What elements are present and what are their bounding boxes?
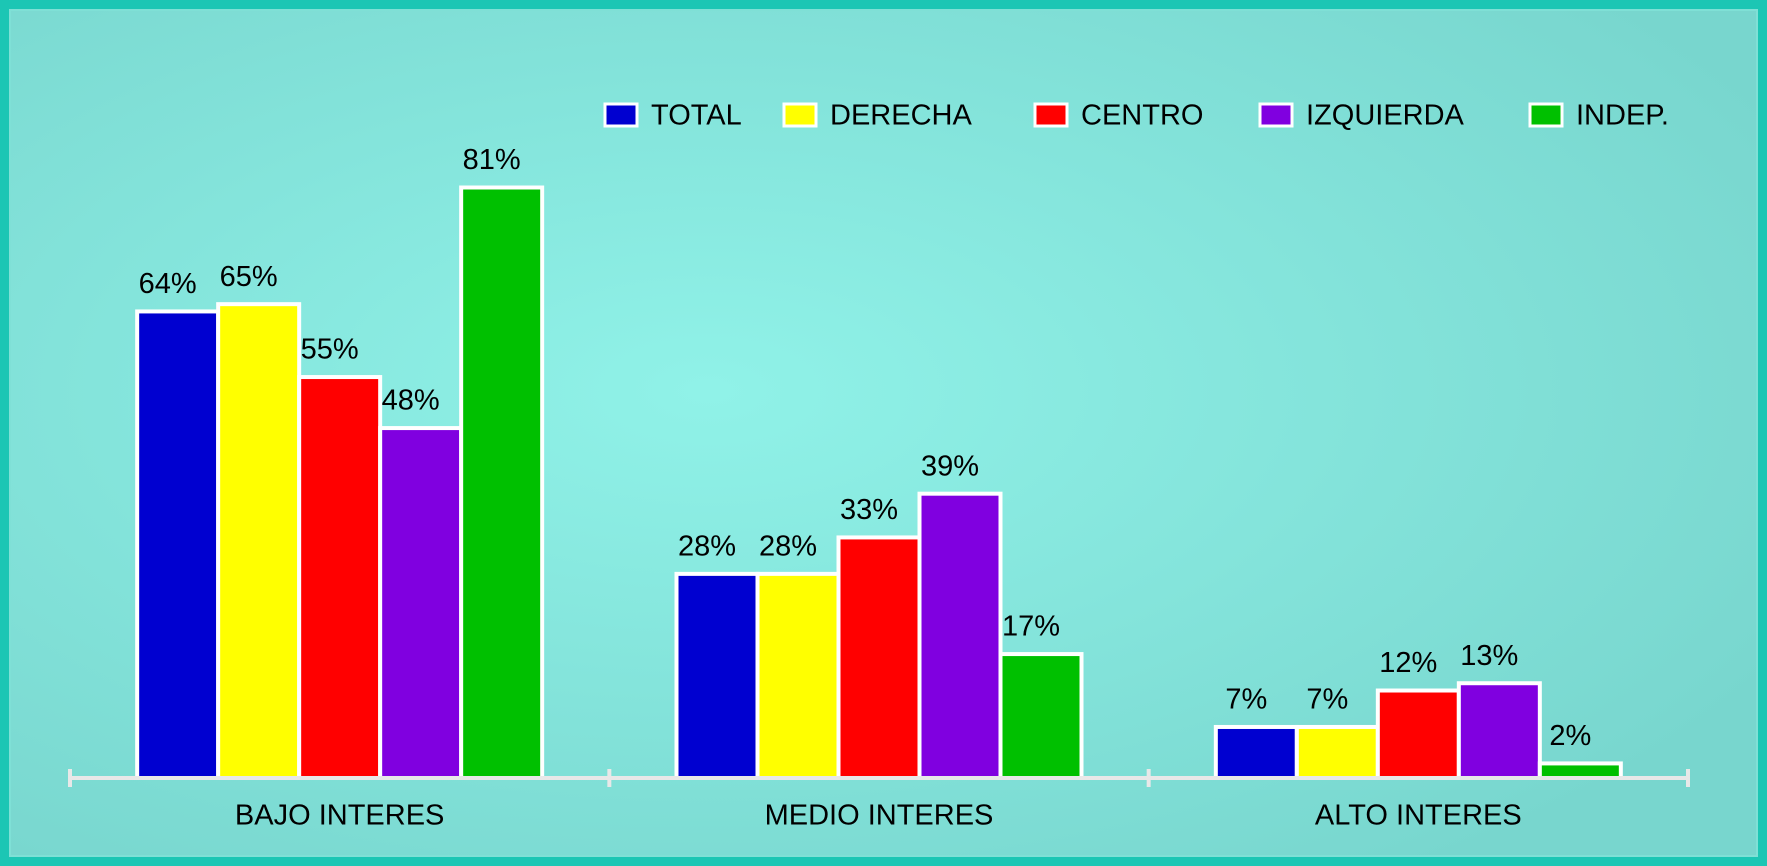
x-tick-label: BAJO INTERES <box>235 800 445 832</box>
data-label: 13% <box>1460 640 1518 672</box>
data-label: 33% <box>840 494 898 526</box>
data-label: 65% <box>220 261 278 293</box>
bar <box>378 426 464 780</box>
bar <box>674 571 760 780</box>
bar <box>998 652 1084 781</box>
legend-swatch <box>603 102 639 128</box>
legend-label: INDEP. <box>1576 100 1669 132</box>
bar <box>1537 761 1623 780</box>
legend-label: TOTAL <box>651 100 742 132</box>
x-tick-label: MEDIO INTERES <box>765 800 994 832</box>
legend-label: CENTRO <box>1081 100 1203 132</box>
data-label: 2% <box>1549 720 1591 752</box>
data-label: 28% <box>759 531 817 563</box>
legend-label: DERECHA <box>830 100 972 132</box>
data-label: 12% <box>1379 647 1437 679</box>
legend-swatch <box>1528 102 1564 128</box>
bar <box>1294 724 1380 780</box>
data-label: 17% <box>1002 611 1060 643</box>
data-label: 39% <box>921 450 979 482</box>
bar <box>216 302 302 780</box>
data-label: 28% <box>678 531 736 563</box>
legend-label: IZQUIERDA <box>1306 100 1465 132</box>
bar <box>836 535 922 780</box>
x-tick-label: ALTO INTERES <box>1315 800 1522 832</box>
bar <box>1375 688 1461 781</box>
data-label: 55% <box>301 334 359 366</box>
bar <box>459 185 545 780</box>
bar <box>755 571 841 780</box>
bar <box>1456 681 1542 780</box>
legend-swatch <box>1033 102 1069 128</box>
data-label: 7% <box>1306 684 1348 716</box>
data-label: 7% <box>1225 684 1267 716</box>
bar <box>917 491 1003 780</box>
data-label: 81% <box>463 144 521 176</box>
data-label: 64% <box>139 268 197 300</box>
bar <box>297 375 383 780</box>
data-label: 48% <box>382 385 440 417</box>
legend-swatch <box>782 102 818 128</box>
bar <box>135 309 221 780</box>
legend-swatch <box>1258 102 1294 128</box>
bar <box>1213 724 1299 780</box>
